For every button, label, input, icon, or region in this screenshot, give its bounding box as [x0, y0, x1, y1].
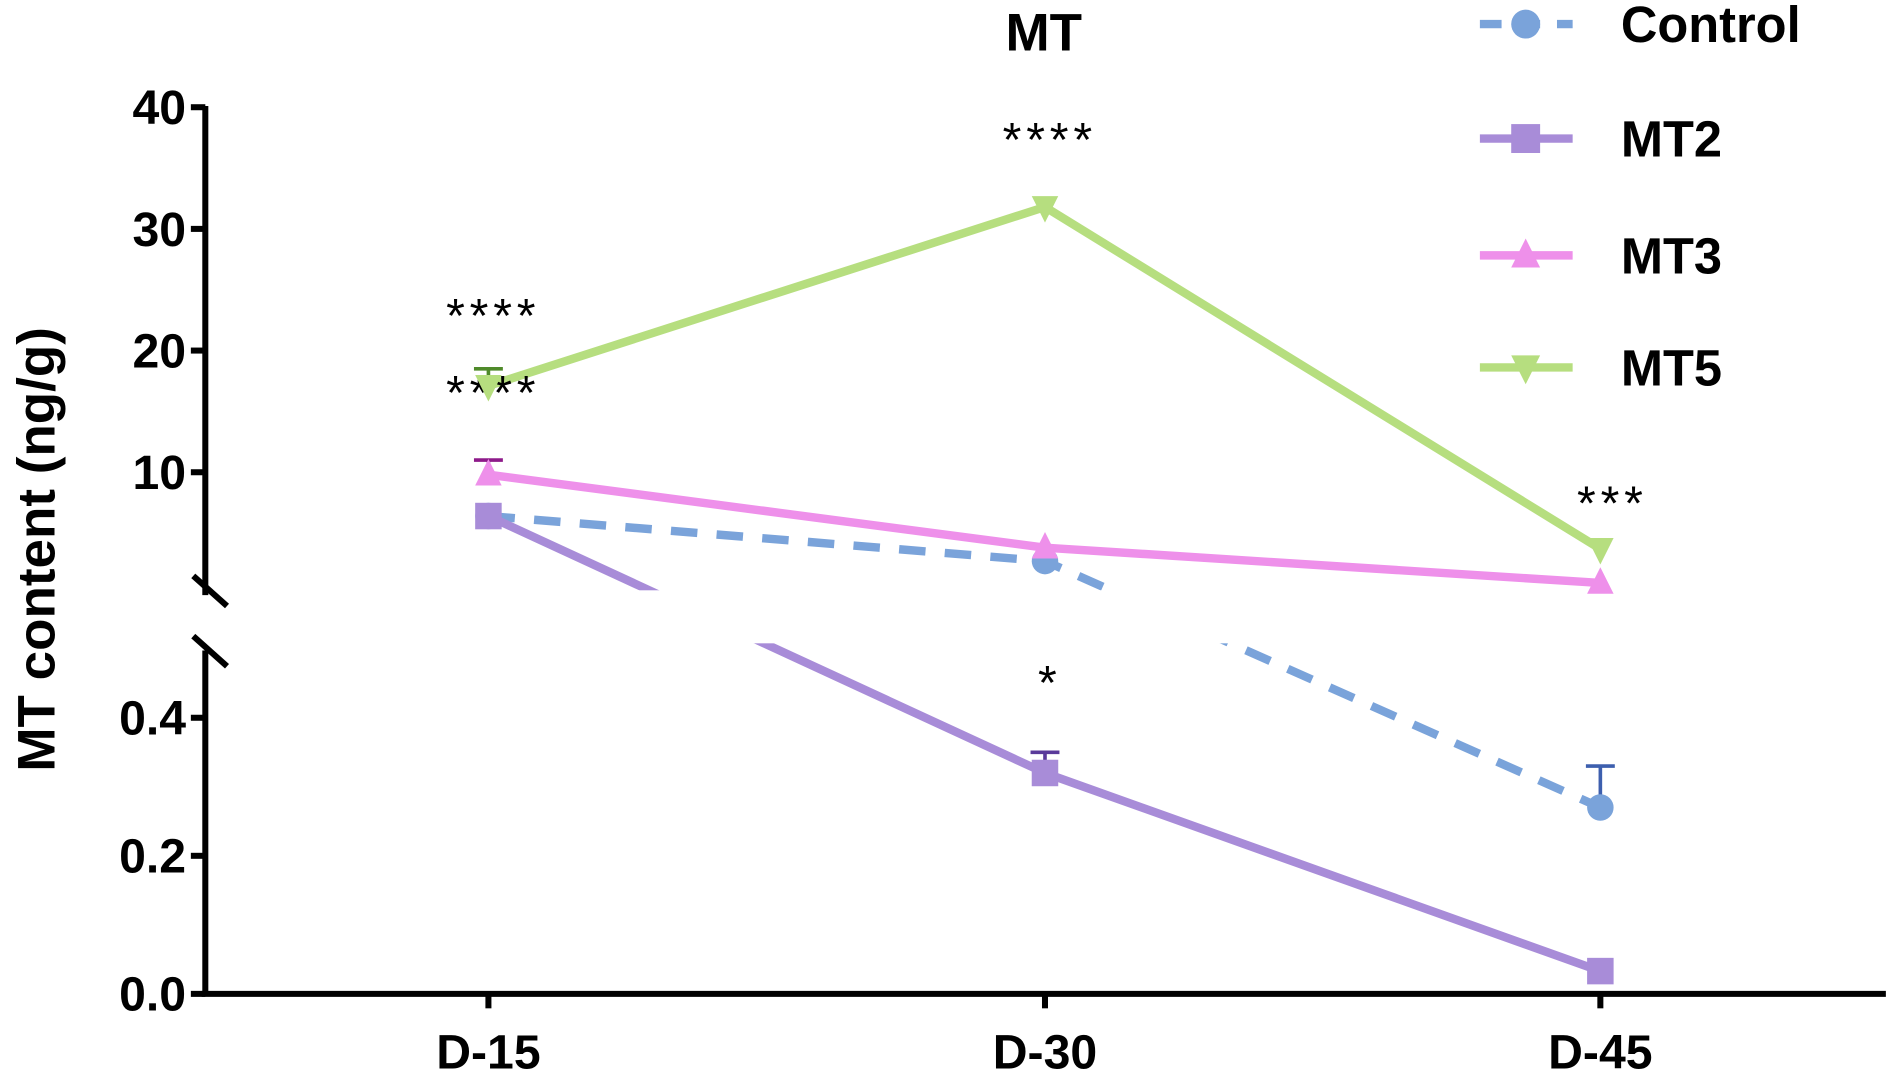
data-marks: **************** — [446, 113, 1648, 985]
marker-triangle-up — [1031, 532, 1059, 559]
x-tick-label: D-45 — [1548, 1026, 1652, 1077]
series-line-mt2 — [486, 512, 1602, 976]
marker-square — [1031, 759, 1059, 787]
marker-circle — [1587, 794, 1614, 821]
marker-triangle-down — [1511, 355, 1541, 385]
y-tick-label: 0.2 — [119, 830, 186, 884]
x-tick-label: D-30 — [993, 1026, 1097, 1077]
legend-item-mt5: MT5 — [1479, 340, 1722, 397]
legend-item-control: Control — [1479, 0, 1801, 53]
y-tick-label: 0.0 — [119, 968, 186, 1022]
marker-triangle-down — [475, 375, 502, 402]
significance-label: **** — [446, 290, 540, 344]
marker-triangle-up — [475, 459, 502, 486]
chart-title: MT — [1006, 4, 1083, 63]
marker-circle — [1511, 9, 1541, 39]
marker-square — [1511, 124, 1541, 153]
marker-triangle-up — [1587, 567, 1614, 594]
y-tick-label: 10 — [132, 446, 186, 500]
axis-break-mark — [191, 573, 230, 609]
legend-label: MT3 — [1621, 227, 1722, 284]
y-tick-label: 40 — [132, 81, 186, 135]
marker-triangle-down — [1587, 538, 1614, 565]
y-tick-label: 0.4 — [119, 692, 186, 746]
significance-label: *** — [1577, 477, 1648, 531]
y-axis-label: MT content (ng/g) — [8, 327, 67, 772]
legend-label: MT2 — [1621, 111, 1722, 168]
legend-label: Control — [1621, 0, 1801, 53]
marker-triangle-down — [1031, 196, 1059, 223]
axis-break-gap — [214, 590, 1884, 644]
plot-area — [486, 202, 1603, 976]
legend-label: MT5 — [1621, 340, 1722, 397]
y-tick-label: 20 — [132, 324, 186, 378]
axes: 10 20 30 40 0.0 0.2 0.4 D-15 D-30 D-45 — [119, 81, 1886, 1077]
marker-square — [1587, 957, 1614, 985]
marker-triangle-up — [1511, 238, 1541, 268]
significance-label: **** — [1003, 113, 1097, 167]
significance-label: **** — [446, 366, 540, 420]
legend-item-mt2: MT2 — [1479, 111, 1722, 168]
y-tick-label: 30 — [132, 203, 186, 257]
significance-label: * — [1038, 656, 1062, 710]
marker-square — [475, 502, 502, 530]
x-tick-label: D-15 — [436, 1026, 540, 1077]
legend-item-mt3: MT3 — [1479, 227, 1722, 284]
legend: Control MT2 MT3 MT5 — [1479, 0, 1801, 397]
axis-break-mark — [191, 633, 230, 669]
